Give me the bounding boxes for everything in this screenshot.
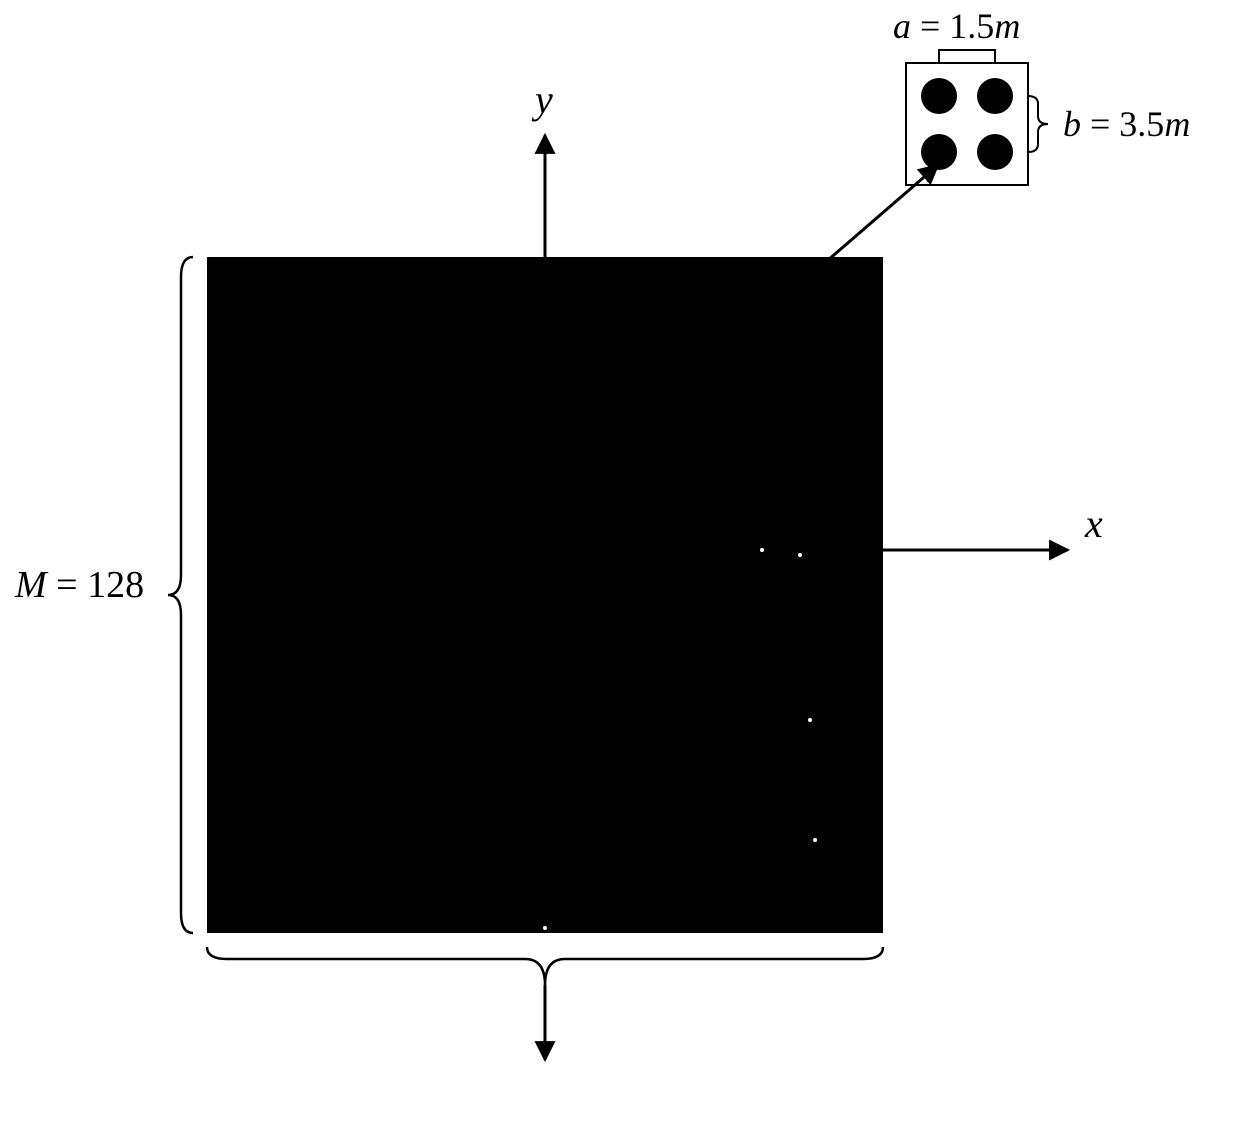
subarray-element-icon [977, 78, 1013, 114]
subarray-element-icon [921, 134, 957, 170]
left-brace [168, 257, 193, 933]
a-dimension-label: a = 1.5m [893, 5, 1020, 47]
speckle [808, 718, 812, 722]
subarray-box [906, 63, 1028, 185]
pointer-arrow [820, 165, 938, 267]
subarray-element-icon [977, 134, 1013, 170]
diagram-container: y x a = 1.5m b = 3.5m M = 128 [0, 0, 1240, 1124]
m-dimension-label: M = 128 [15, 563, 144, 607]
b-dimension-label: b = 3.5m [1063, 103, 1190, 145]
speckle [798, 553, 802, 557]
x-axis-label: x [1085, 500, 1103, 547]
subarray-element-icon [921, 78, 957, 114]
speckle [760, 548, 764, 552]
main-array [207, 257, 883, 933]
a-bracket [939, 50, 995, 63]
b-bracket [1028, 96, 1048, 152]
speckle [813, 838, 817, 842]
diagram-svg [0, 0, 1240, 1124]
speckle [543, 926, 547, 930]
bottom-brace [207, 947, 883, 985]
y-axis-label: y [535, 76, 553, 123]
